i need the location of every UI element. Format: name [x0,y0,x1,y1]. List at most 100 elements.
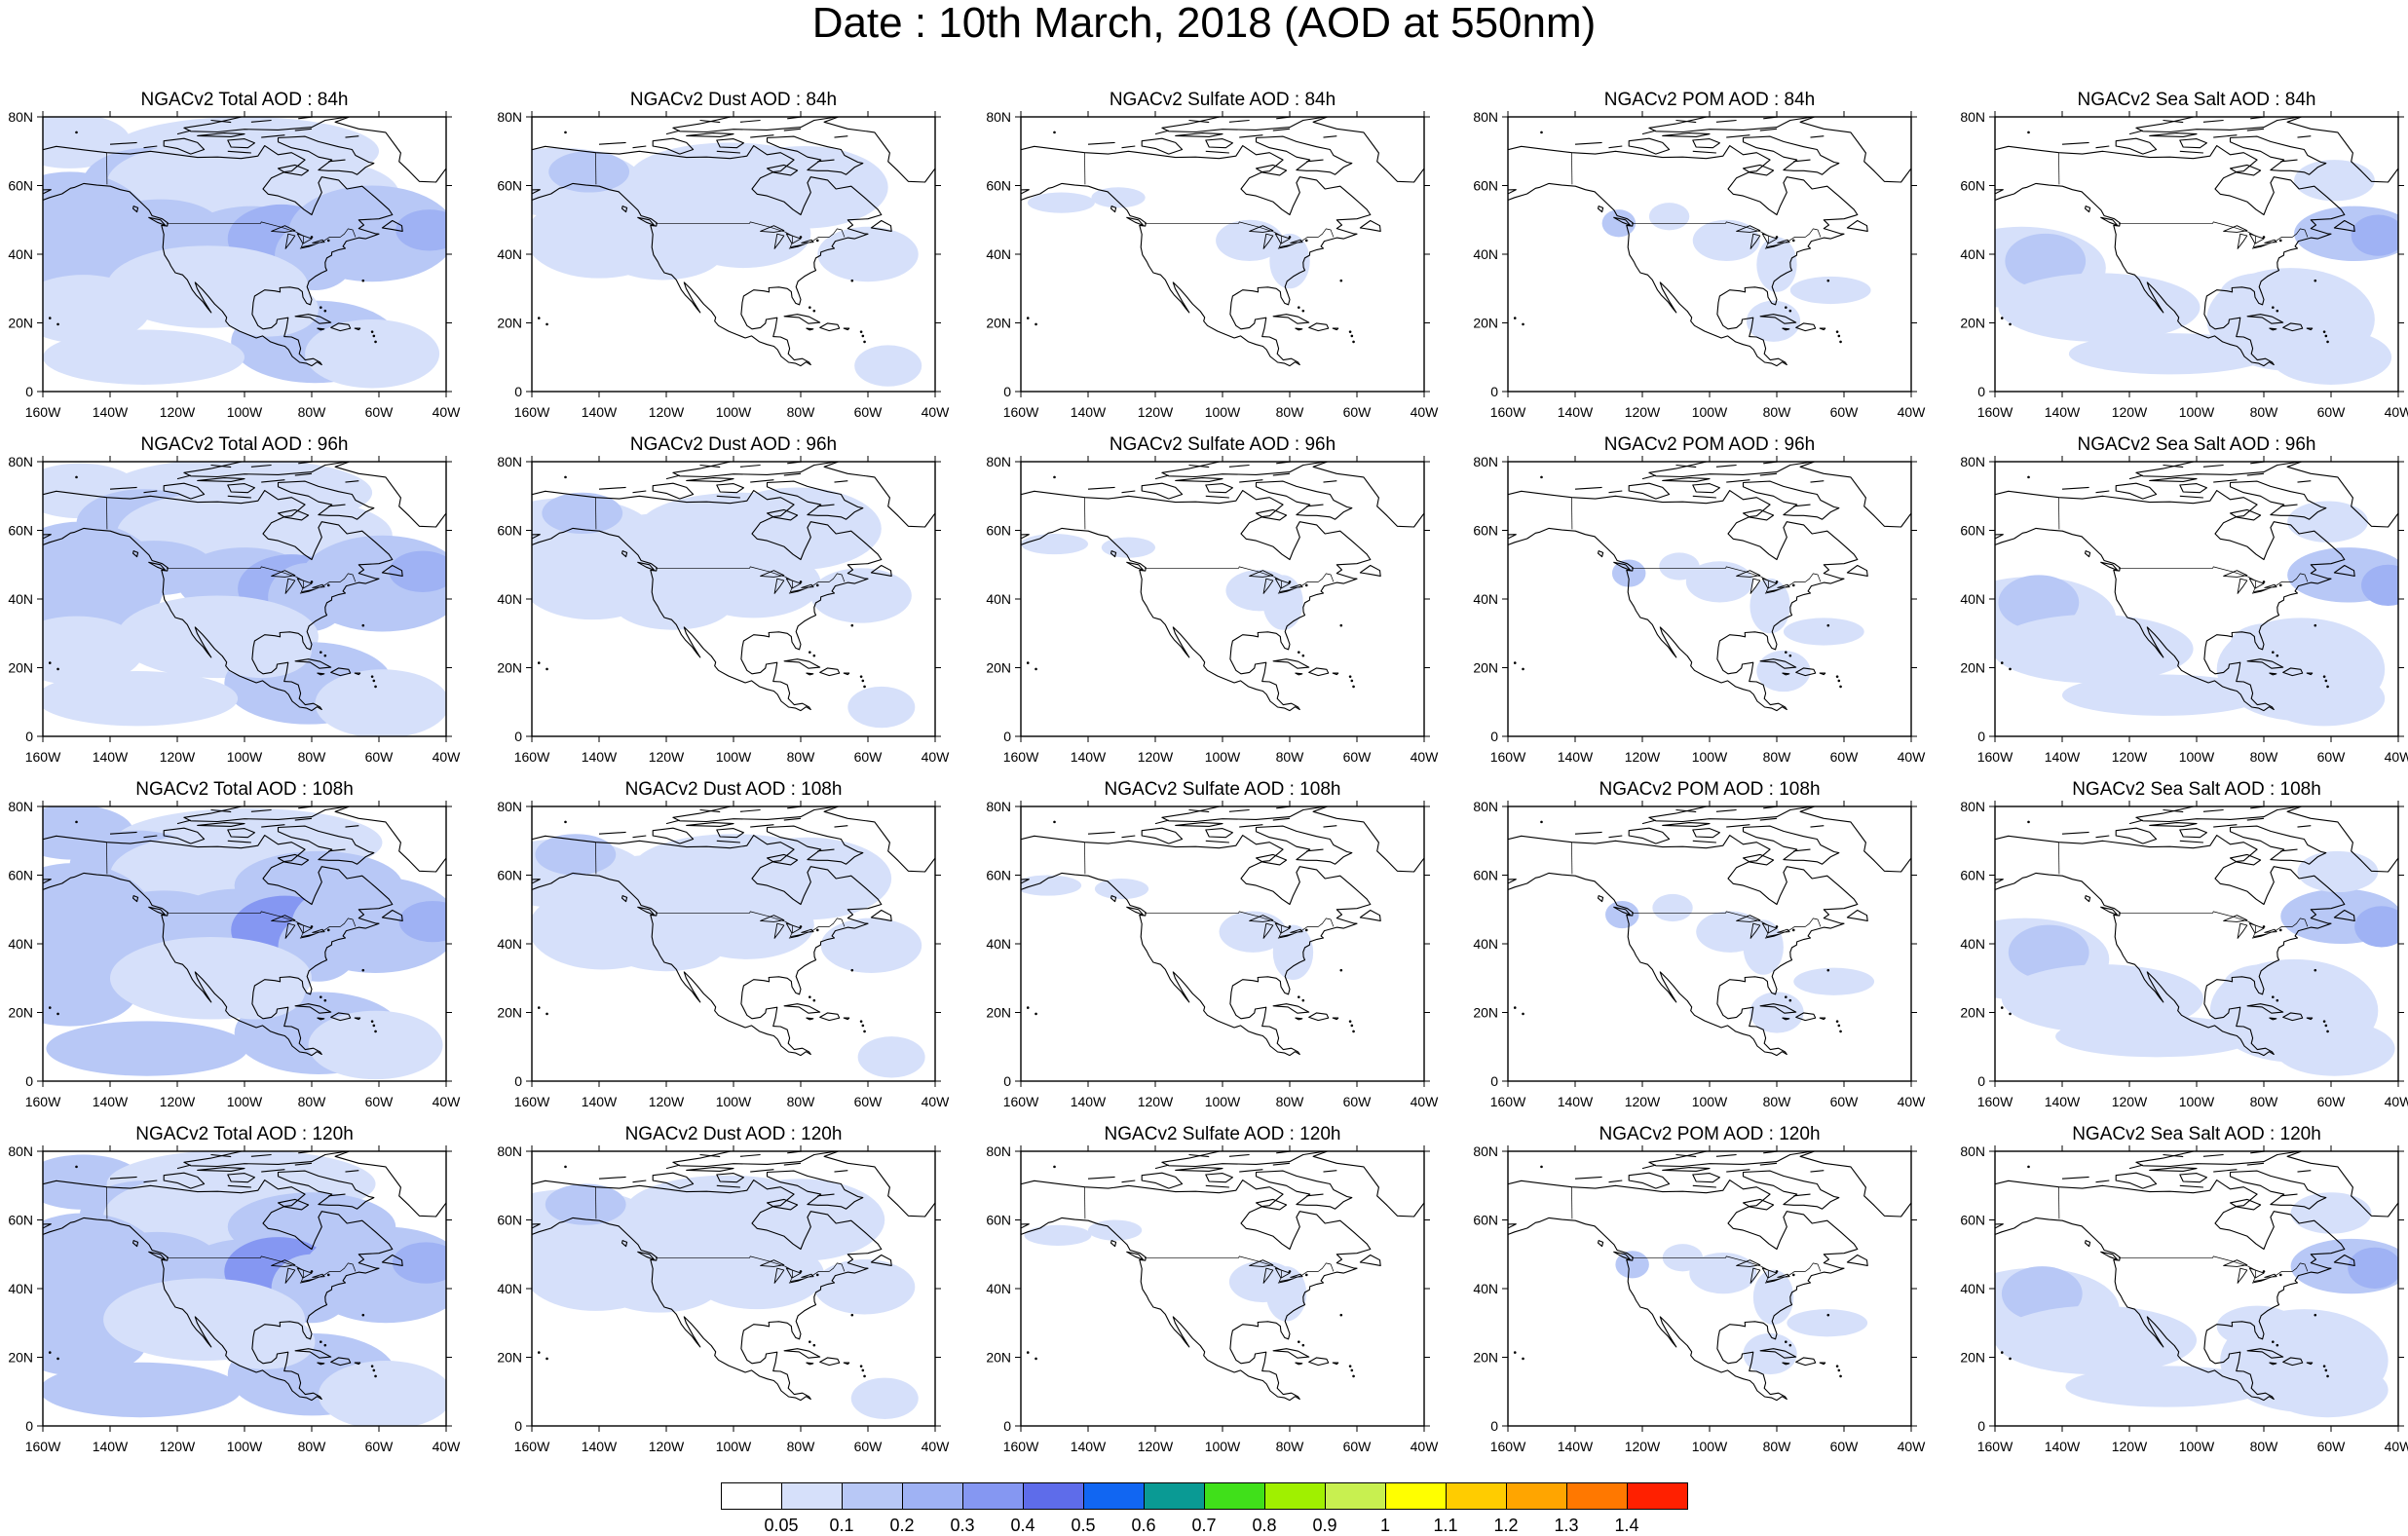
lat-tick-label: 40N [1960,591,1985,607]
lon-tick-label: 120W [649,1439,685,1454]
lon-tick-label: 140W [1071,404,1107,420]
aod-field [1027,187,1310,289]
lon-tick-label: 40W [1898,1439,1927,1454]
aod-region [43,671,239,727]
aod-region [1659,552,1700,581]
panel-title: NGACv2 Sea Salt AOD : 84h [2077,90,2316,110]
aod-region [1027,192,1095,213]
lat-tick-label: 0 [25,729,33,744]
lon-tick-label: 80W [1763,404,1792,420]
aod-region [1269,233,1310,289]
panel-title: NGACv2 POM AOD : 108h [1599,779,1821,800]
coastline [43,462,446,712]
lon-tick-label: 100W [2179,1094,2215,1109]
aod-region [2287,501,2368,543]
lat-tick-label: 0 [1977,729,1985,744]
aod-map: 0 20N 40N 60N 80N 160W 140W 120W 100W 80W 60W 40W [497,799,950,1109]
lat-tick-label: 40N [1473,936,1498,952]
lat-tick-label: 40N [8,1281,33,1296]
lon-tick-label: 80W [787,404,816,420]
colorbar-label: 0.6 [1131,1516,1156,1535]
coastline [43,1151,446,1402]
lon-tick-label: 140W [2045,404,2081,420]
panel-title: NGACv2 Dust AOD : 84h [629,90,838,110]
lon-tick-label: 120W [649,1094,685,1109]
aod-region [1743,1332,1797,1375]
lon-tick-label: 160W [514,749,550,765]
colorbar-label: 1 [1379,1516,1390,1535]
colorbar-swatch [1264,1482,1326,1510]
lon-tick-label: 80W [787,1094,816,1109]
aod-region [1793,967,1875,995]
lat-tick-label: 80N [497,454,522,469]
aod-region [2267,1362,2389,1418]
lat-tick-label: 20N [497,660,522,676]
lat-tick-label: 20N [497,316,522,331]
colorbar-label: 0.3 [950,1516,975,1535]
lat-tick-label: 60N [1473,1213,1498,1228]
lon-tick-label: 100W [1692,1439,1728,1454]
aod-map: 0 20N 40N 60N 80N 160W 140W 120W 100W 80W 60W 40W [8,1143,461,1454]
colorbar-label: 1.4 [1614,1516,1639,1535]
aod-region [318,1361,446,1426]
lon-tick-label: 160W [1977,1439,2013,1454]
lat-tick-label: 80N [986,109,1011,125]
lat-tick-label: 40N [8,591,33,607]
aod-region [857,1036,925,1078]
lat-tick-label: 40N [497,246,522,262]
lon-tick-label: 60W [365,749,395,765]
lon-tick-label: 60W [2317,749,2347,765]
aod-region [1787,1309,1868,1337]
lat-tick-label: 0 [1490,1418,1498,1434]
colorbar-swatch [1325,1482,1386,1510]
lat-tick-label: 20N [1960,1350,1985,1366]
aod-region [1615,1251,1649,1279]
lon-tick-label: 120W [160,1094,196,1109]
lon-tick-label: 100W [1692,1094,1728,1109]
lat-tick-label: 80N [1473,454,1498,469]
colorbar-swatch [1204,1482,1265,1510]
lon-tick-label: 140W [1071,1094,1107,1109]
colorbar-swatch [902,1482,963,1510]
aod-region [847,686,916,729]
aod-map: 0 20N 40N 60N 80N 160W 140W 120W 100W 80W 60W 40W [986,1143,1439,1454]
aod-region [46,1021,248,1076]
panel-title: NGACv2 POM AOD : 84h [1603,90,1816,110]
aod-region [1685,561,1753,603]
lon-tick-label: 60W [365,1094,395,1109]
lon-tick-label: 120W [649,404,685,420]
lon-tick-label: 140W [1558,1094,1594,1109]
aod-region [2005,233,2087,289]
lon-tick-label: 100W [716,1094,752,1109]
lat-tick-label: 60N [1960,1213,1985,1228]
colorbar-label: 0.05 [764,1516,799,1535]
lat-tick-label: 20N [986,1005,1011,1021]
lon-tick-label: 60W [2317,404,2347,420]
aod-region [602,225,724,281]
aod-region [817,226,919,282]
lat-tick-label: 20N [1473,316,1498,331]
coastline [532,1151,935,1402]
lon-tick-label: 60W [1830,749,1860,765]
aod-region [204,964,306,1020]
lat-tick-label: 20N [497,1350,522,1366]
aod-region [2068,333,2271,375]
lon-tick-label: 140W [93,1439,129,1454]
lon-tick-label: 80W [298,404,327,420]
aod-region [392,1242,446,1284]
lon-tick-label: 100W [2179,749,2215,765]
lat-tick-label: 40N [986,246,1011,262]
lat-tick-label: 40N [497,936,522,952]
lon-tick-label: 80W [298,1094,327,1109]
aod-map: 0 20N 40N 60N 80N 160W 140W 120W 100W 80W 60W 40W [8,454,461,765]
lon-tick-label: 100W [716,1439,752,1454]
lon-tick-label: 100W [716,749,752,765]
lat-tick-label: 0 [25,1073,33,1089]
lat-tick-label: 60N [8,868,33,883]
lat-tick-label: 80N [8,454,33,469]
lon-tick-label: 60W [854,1094,884,1109]
lat-tick-label: 60N [497,523,522,539]
lon-tick-label: 100W [227,749,263,765]
lon-tick-label: 120W [1625,1094,1661,1109]
lon-tick-label: 120W [160,1439,196,1454]
